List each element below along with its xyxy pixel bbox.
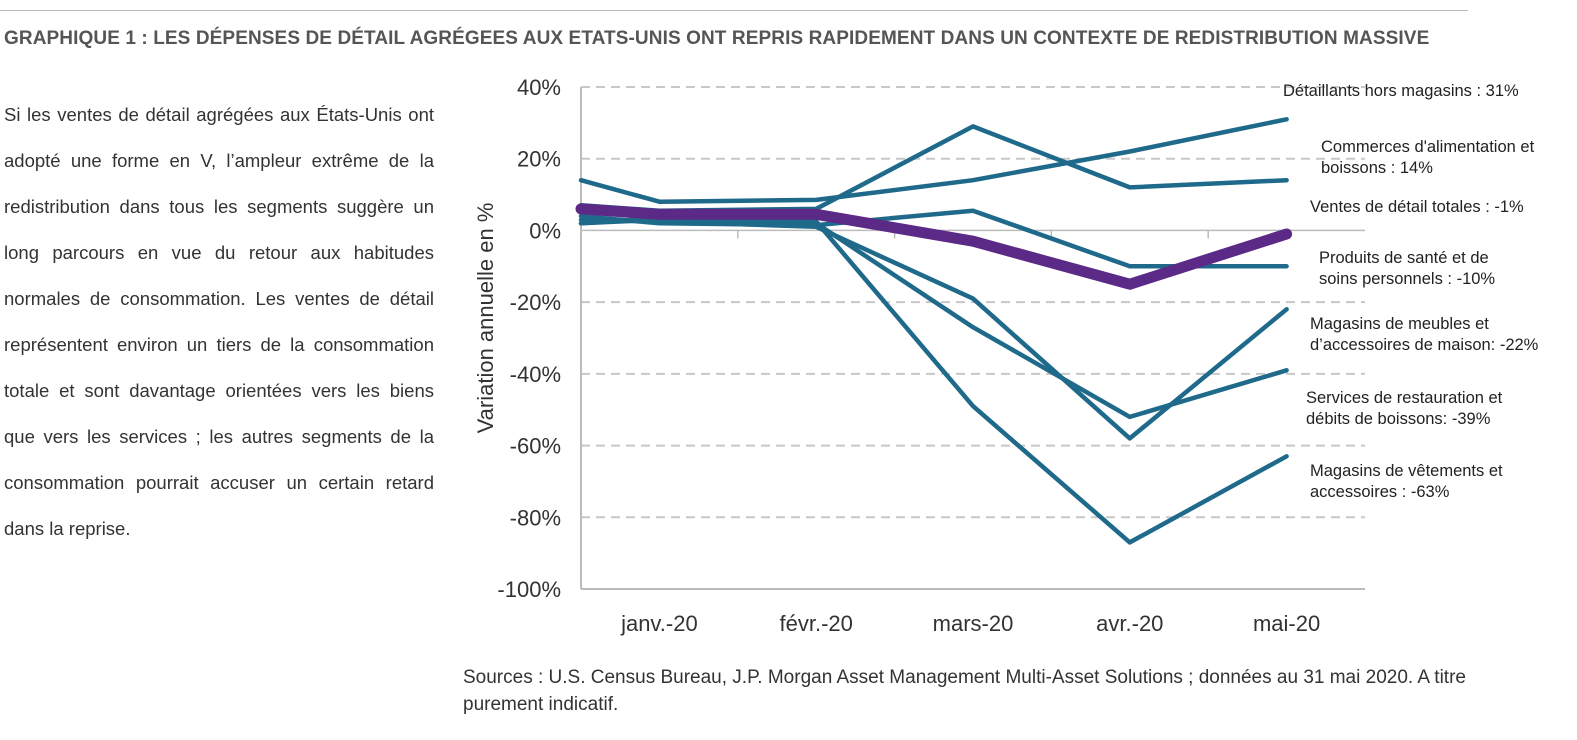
series-label-line: accessoires : -63% (1310, 483, 1450, 501)
series-line-total-retail (575, 203, 1293, 290)
series-label-line: soins personnels : -10% (1319, 270, 1495, 288)
series-label: Détaillants hors magasins : 31% (1283, 82, 1519, 100)
x-tick-label: avr.-20 (1096, 611, 1163, 636)
series-line (578, 117, 1289, 204)
y-tick-label: -100% (497, 577, 561, 602)
source-note: Sources : U.S. Census Bureau, J.P. Morga… (463, 667, 1466, 715)
y-tick-label: -60% (510, 434, 561, 459)
y-tick-label: 0% (529, 218, 561, 243)
x-tick-label: févr.-20 (780, 611, 853, 636)
series-label-line: Commerces d'alimentation et (1321, 138, 1535, 156)
series-label-line: débits de boissons: -39% (1306, 410, 1491, 428)
series-label-line: Ventes de détail totales : -1% (1310, 198, 1524, 216)
y-axis-label: Variation annuelle en % (473, 203, 498, 434)
y-tick-label: 40% (517, 75, 561, 100)
series-label-line: Magasins de meubles et (1310, 315, 1489, 333)
series-label: Produits de santé et de soins personnels … (1319, 249, 1495, 288)
line-chart: 40% 20% 0% -20% -40% -60% -80% -100% janv.-20 fév… (473, 75, 1539, 636)
series-label: Magasins de vêtements et accessoires : -6… (1310, 462, 1503, 501)
series-label-line: boissons : 14% (1321, 159, 1433, 177)
x-tick-label: mars-20 (933, 611, 1014, 636)
commentary-paragraph: Si les ventes de détail agrégées aux Éta… (4, 104, 434, 539)
x-tick-label: janv.-20 (620, 611, 698, 636)
chart-container: 40% 20% 0% -20% -40% -60% -80% -100% janv.-20 fév… (455, 60, 1575, 660)
top-divider (0, 10, 1468, 11)
series-line (578, 217, 1289, 420)
chart-heading: GRAPHIQUE 1 : LES DÉPENSES DE DÉTAIL AGR… (4, 28, 1430, 49)
series-label-line: d’accessoires de maison: -22% (1310, 336, 1539, 354)
series-label: Commerces d'alimentation et boissons : 14… (1321, 138, 1535, 177)
y-tick-label: -80% (510, 505, 561, 530)
series-label-line: Magasins de vêtements et (1310, 462, 1503, 480)
series-label: Services de restauration et débits de boi… (1306, 389, 1503, 428)
y-tick-label: -20% (510, 290, 561, 315)
series-label-line: Détaillants hors magasins : 31% (1283, 82, 1519, 100)
series-label-line: Services de restauration et (1306, 389, 1503, 407)
y-tick-label: -40% (510, 362, 561, 387)
series-label: Ventes de détail totales : -1% (1310, 198, 1524, 216)
y-tick-label: 20% (517, 147, 561, 172)
series-label: Magasins de meubles et d’accessoires de m… (1310, 315, 1539, 354)
series-line (578, 217, 1289, 441)
series-label-line: Produits de santé et de (1319, 249, 1489, 267)
x-tick-label: mai-20 (1253, 611, 1320, 636)
